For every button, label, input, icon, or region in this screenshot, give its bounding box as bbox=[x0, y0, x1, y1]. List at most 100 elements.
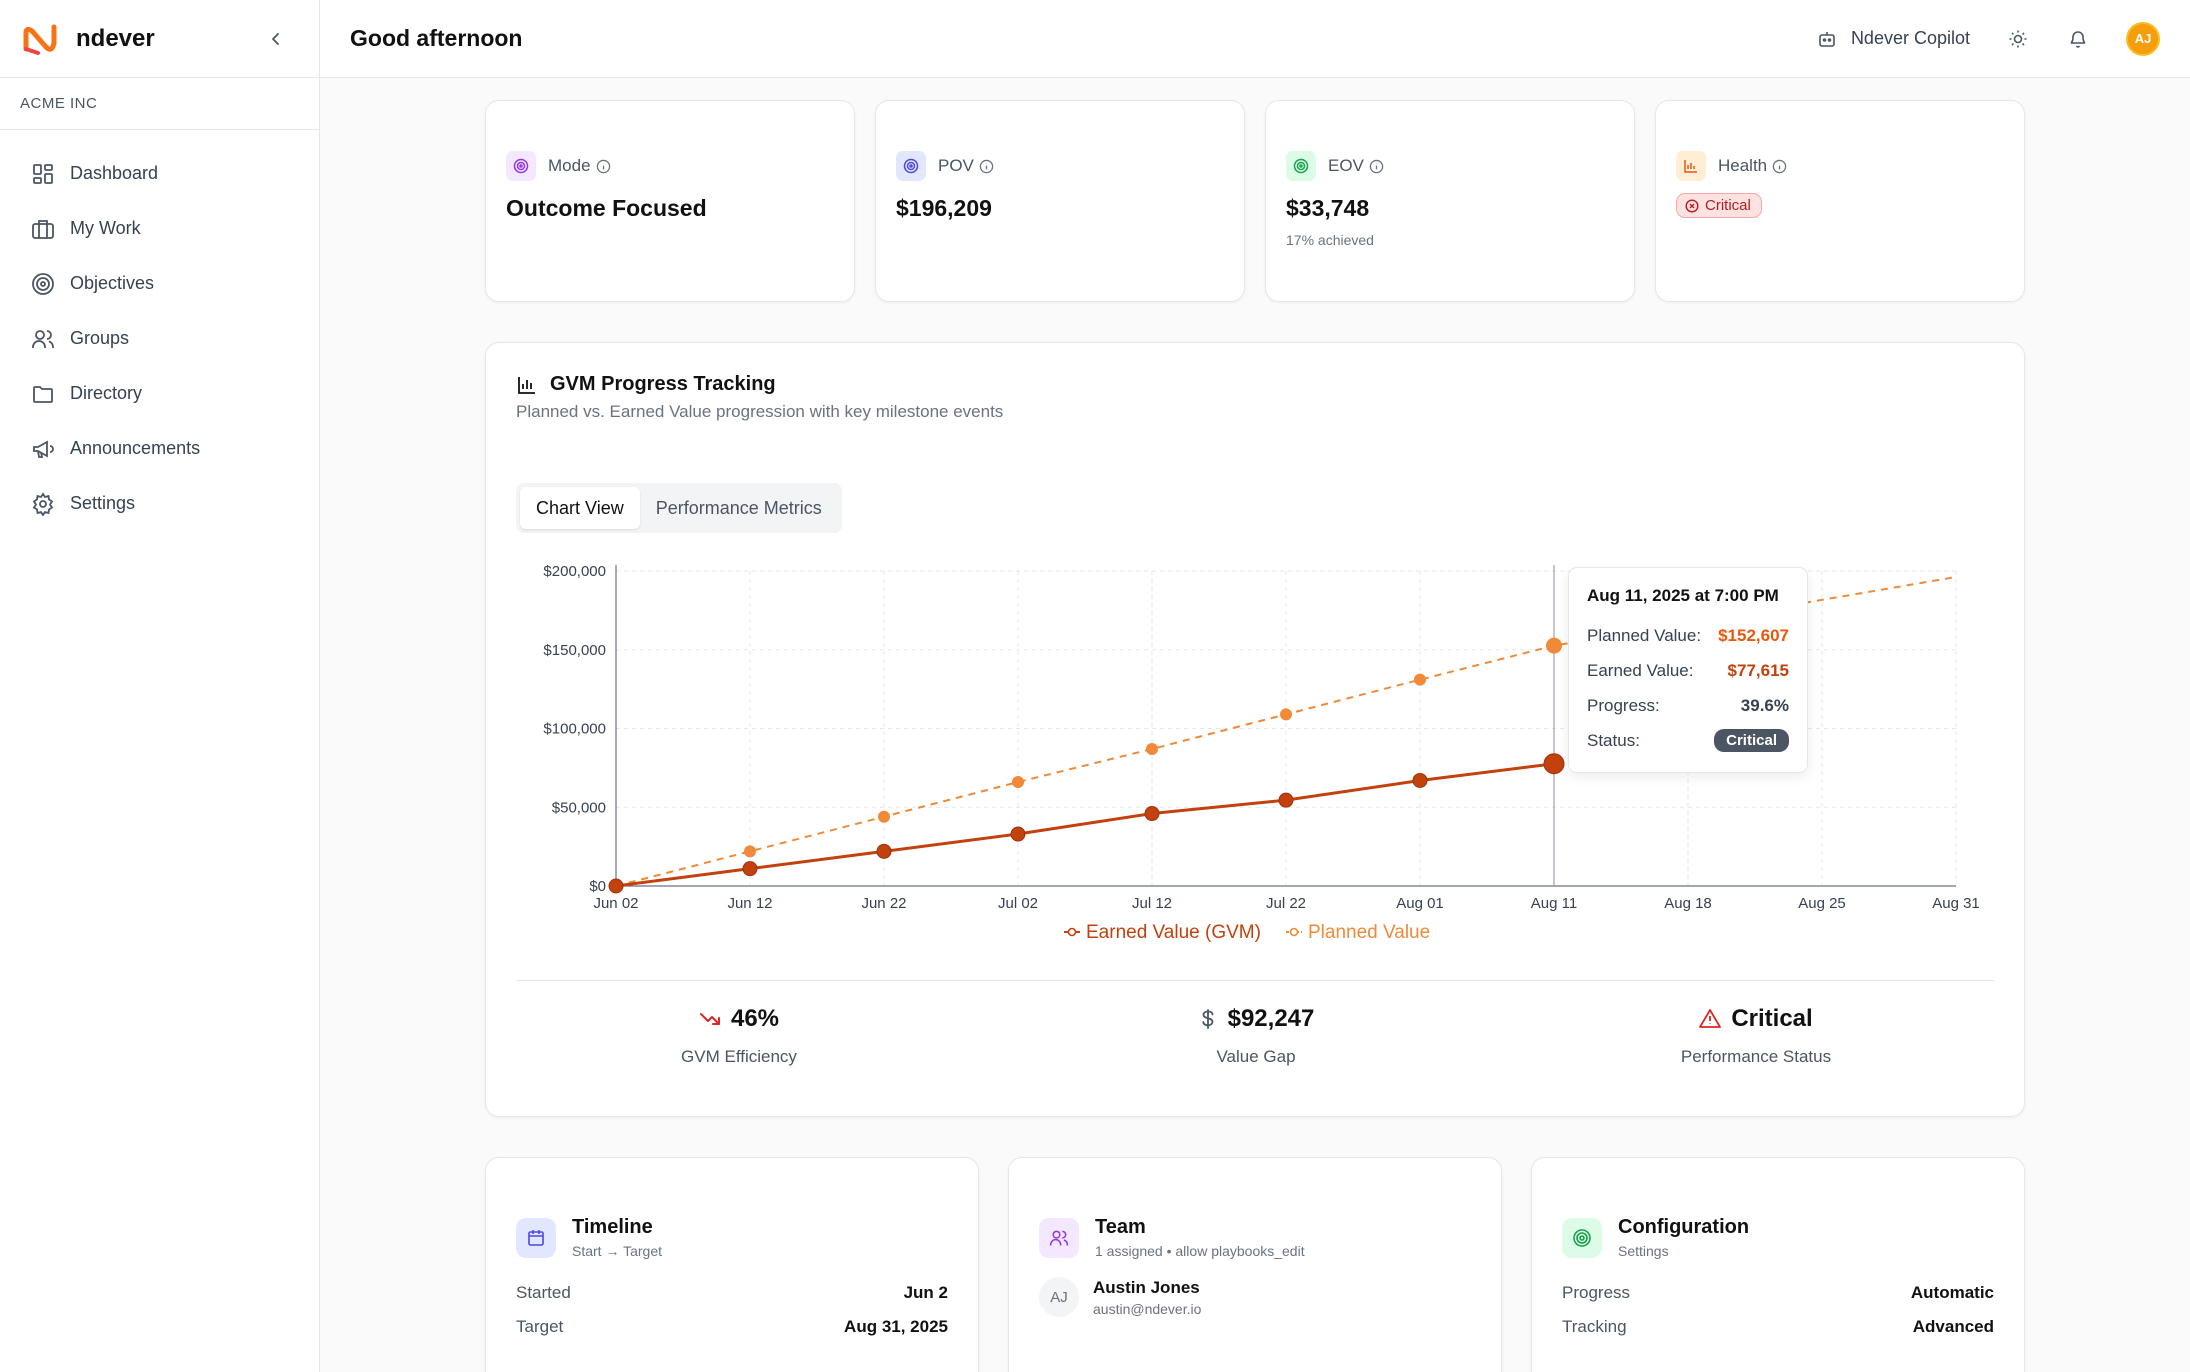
configuration-title: Configuration bbox=[1618, 1216, 1750, 1238]
sidebar-item-my-work[interactable]: My Work bbox=[0, 201, 319, 256]
x-tick-label: Aug 18 bbox=[1664, 895, 1712, 912]
chart-card-subtitle: Planned vs. Earned Value progression wit… bbox=[516, 402, 1004, 421]
chevron-left-icon bbox=[272, 33, 279, 45]
planned-value-point bbox=[878, 810, 890, 823]
sidebar-item-label: Settings bbox=[70, 493, 136, 513]
x-tick-label: Jun 02 bbox=[593, 895, 638, 912]
metric-gvm-efficiency: 46% GVM Efficiency bbox=[539, 1005, 939, 1067]
chart-card-title: GVM Progress Tracking bbox=[550, 373, 776, 395]
sidebar-item-announcements[interactable]: Announcements bbox=[0, 421, 319, 476]
tooltip-progress-row: Progress: 39.6% bbox=[1587, 688, 1789, 723]
planned-value-line bbox=[615, 575, 1957, 887]
earned-value-point bbox=[1010, 826, 1026, 842]
collapse-sidebar-button[interactable] bbox=[263, 26, 289, 52]
tab-performance-metrics[interactable]: Performance Metrics bbox=[655, 497, 822, 518]
copilot-label: Ndever Copilot bbox=[1850, 28, 1970, 48]
team-card: Team 1 assigned • allow playbooks_edit A… bbox=[1008, 1157, 1502, 1372]
x-tick-label: Jun 22 bbox=[861, 895, 906, 912]
dollar-icon bbox=[1202, 1009, 1214, 1029]
metric-value: Critical bbox=[1731, 1005, 1813, 1032]
configuration-chip bbox=[1562, 1217, 1602, 1258]
user-avatar[interactable]: AJ bbox=[2126, 21, 2160, 56]
planned-value-point bbox=[1280, 708, 1292, 721]
gvm-progress-card: GVM Progress Tracking Planned vs. Earned… bbox=[485, 342, 2025, 1117]
tooltip-status-row: Status: Critical bbox=[1587, 723, 1789, 758]
bell-icon bbox=[2070, 30, 2086, 48]
tooltip-status-label: Status: bbox=[1587, 730, 1640, 750]
sidebar-item-label: Directory bbox=[70, 383, 143, 403]
configuration-card: Configuration Settings Progress Automati… bbox=[1531, 1157, 2025, 1372]
tooltip-title: Aug 11, 2025 at 7:00 PM bbox=[1587, 586, 1779, 605]
timeline-row-started: Started Jun 2 bbox=[516, 1283, 948, 1303]
users-icon bbox=[32, 329, 54, 348]
sidebar-item-settings[interactable]: Settings bbox=[0, 476, 319, 531]
planned-value-point bbox=[1012, 776, 1024, 789]
mode-label: Mode bbox=[548, 156, 591, 175]
brand: ndever bbox=[0, 0, 319, 78]
x-tick-label: Jul 22 bbox=[1266, 895, 1306, 912]
team-member[interactable]: AJ Austin Jones austin@ndever.io bbox=[1039, 1277, 1471, 1317]
sidebar-nav: Dashboard My Work Objectives Groups Dire… bbox=[0, 130, 319, 531]
team-chip bbox=[1039, 1217, 1079, 1258]
row-key: Tracking bbox=[1562, 1317, 1627, 1336]
earned-value-point bbox=[1412, 772, 1428, 788]
planned-value-point bbox=[1414, 673, 1426, 686]
health-chip bbox=[1676, 151, 1706, 181]
x-circle-icon bbox=[1685, 198, 1699, 213]
theme-toggle-button[interactable] bbox=[2006, 27, 2030, 51]
health-value: Critical bbox=[1705, 197, 1751, 214]
megaphone-icon bbox=[33, 439, 54, 458]
configuration-subtitle: Settings bbox=[1618, 1243, 1669, 1259]
earned-value-point bbox=[1543, 753, 1565, 775]
metric-value: $92,247 bbox=[1227, 1005, 1315, 1032]
sidebar-item-label: Dashboard bbox=[70, 163, 159, 183]
sidebar-item-objectives[interactable]: Objectives bbox=[0, 256, 319, 311]
sidebar-item-directory[interactable]: Directory bbox=[0, 366, 319, 421]
sidebar-item-dashboard[interactable]: Dashboard bbox=[0, 146, 319, 201]
x-tick-label: Jul 12 bbox=[1132, 895, 1172, 912]
y-tick-label: $200,000 bbox=[543, 563, 606, 580]
info-icon[interactable] bbox=[979, 159, 994, 174]
legend-swatch-point bbox=[1289, 927, 1299, 937]
mode-chip bbox=[506, 151, 536, 181]
pov-label: POV bbox=[938, 156, 974, 175]
ndever-logo-icon bbox=[23, 24, 57, 55]
metric-label: GVM Efficiency bbox=[681, 1047, 797, 1066]
timeline-card: Timeline Start → Target Started Jun 2 Ta… bbox=[485, 1157, 979, 1372]
bar-chart-icon bbox=[518, 376, 535, 394]
eov-value: $33,748 bbox=[1286, 195, 1370, 221]
notifications-button[interactable] bbox=[2066, 27, 2090, 51]
info-icon[interactable] bbox=[596, 159, 611, 174]
tooltip-progress-label: Progress: bbox=[1587, 695, 1660, 715]
gear-icon bbox=[32, 491, 54, 516]
brand-name: ndever bbox=[76, 24, 155, 52]
configuration-row-tracking: Tracking Advanced bbox=[1562, 1317, 1994, 1337]
tooltip-status-badge: Critical bbox=[1714, 729, 1789, 752]
target-icon bbox=[1573, 1228, 1591, 1247]
info-icon[interactable] bbox=[1772, 159, 1787, 174]
earned-value-line bbox=[615, 762, 1555, 888]
row-value: Advanced bbox=[1912, 1317, 1994, 1336]
tooltip-planned-row: Planned Value: $152,607 bbox=[1587, 618, 1789, 653]
x-tick-label: Aug 11 bbox=[1531, 895, 1577, 912]
sidebar-item-label: My Work bbox=[70, 218, 141, 238]
copilot-button[interactable]: Ndever Copilot bbox=[1817, 28, 1970, 49]
eov-card: EOV $33,748 17% achieved bbox=[1265, 100, 1635, 302]
eov-achieved: 17% achieved bbox=[1286, 232, 1374, 248]
dashboard-icon bbox=[33, 163, 53, 184]
view-tabs: Chart View Performance Metrics bbox=[516, 483, 842, 533]
topbar-actions: Ndever Copilot AJ bbox=[1817, 21, 2160, 56]
tooltip-earned-label: Earned Value: bbox=[1587, 660, 1694, 680]
y-tick-label: $50,000 bbox=[552, 799, 606, 816]
row-value: Aug 31, 2025 bbox=[844, 1317, 948, 1336]
chart-tooltip: Aug 11, 2025 at 7:00 PM Planned Value: $… bbox=[1568, 567, 1808, 773]
sidebar-item-label: Announcements bbox=[70, 438, 201, 458]
earned-value-point bbox=[608, 878, 624, 894]
health-label: Health bbox=[1718, 156, 1768, 175]
sidebar-item-groups[interactable]: Groups bbox=[0, 311, 319, 366]
sidebar-item-label: Objectives bbox=[70, 273, 155, 293]
tab-chart-view[interactable]: Chart View bbox=[520, 487, 640, 529]
x-tick-label: Aug 31 bbox=[1932, 895, 1980, 912]
info-icon[interactable] bbox=[1369, 159, 1384, 174]
target-icon bbox=[513, 158, 529, 174]
